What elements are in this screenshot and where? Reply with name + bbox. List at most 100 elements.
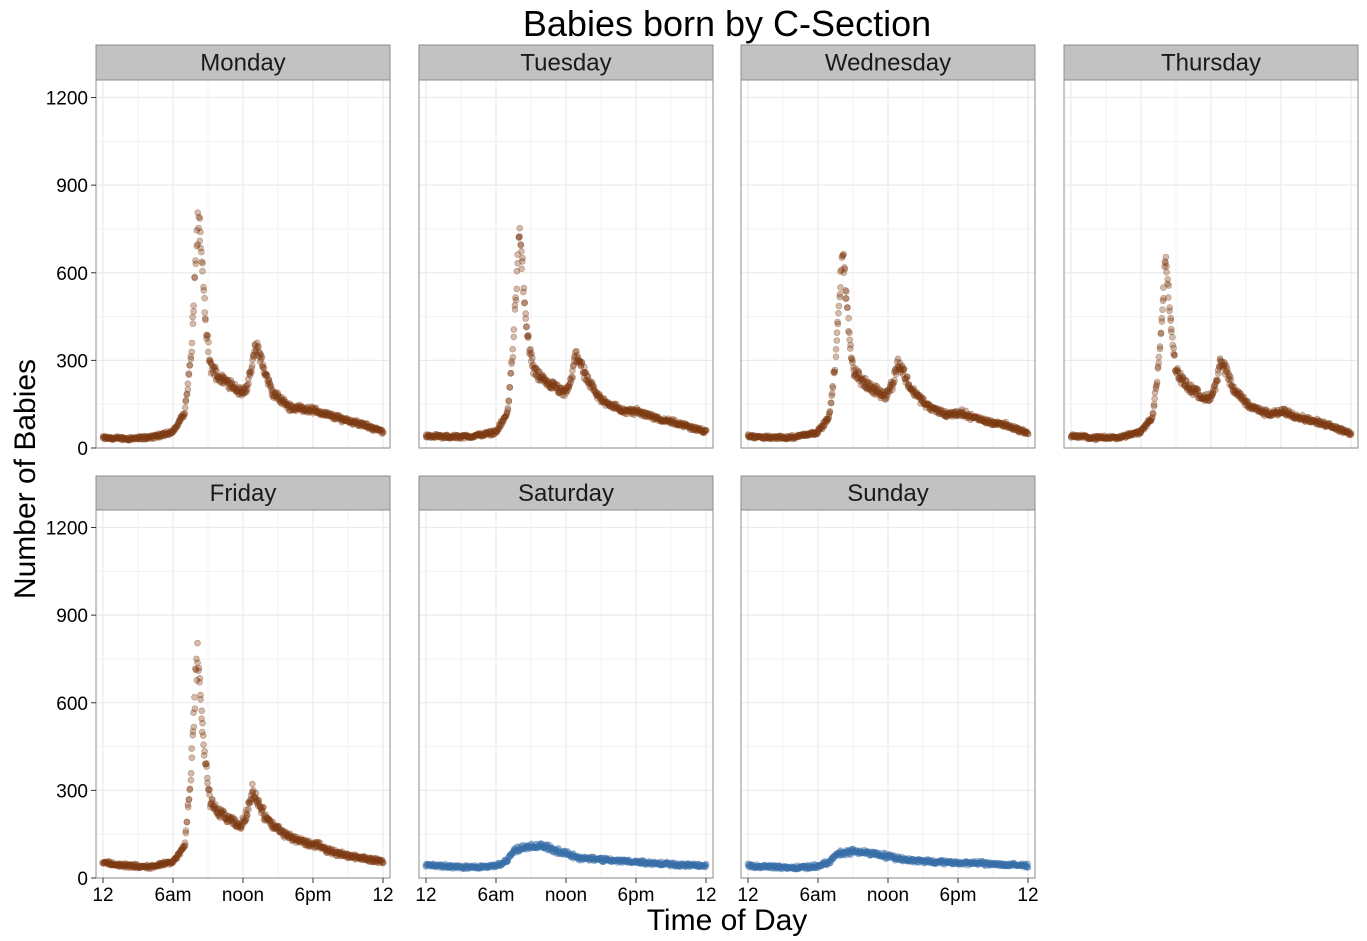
data-point (158, 432, 165, 440)
data-point (289, 406, 297, 414)
data-point (504, 406, 512, 414)
data-point (527, 351, 534, 359)
data-point (242, 388, 249, 395)
data-point (316, 409, 324, 417)
data-point (243, 388, 250, 396)
data-point (532, 370, 540, 378)
data-point (434, 433, 441, 441)
data-point (493, 429, 500, 437)
data-point (106, 434, 114, 442)
data-point (577, 362, 585, 370)
data-point (306, 406, 313, 414)
data-point (150, 432, 157, 440)
data-point (321, 408, 328, 416)
data-point (171, 425, 179, 433)
data-point (584, 373, 592, 380)
data-point (303, 405, 310, 413)
data-point (466, 434, 474, 441)
data-point (134, 435, 141, 442)
data-point (364, 420, 371, 428)
data-point (592, 391, 600, 398)
data-point (506, 384, 514, 391)
data-point (265, 376, 273, 383)
data-point (267, 382, 275, 390)
data-point (570, 353, 578, 361)
data-point (246, 372, 254, 379)
data-point (1166, 304, 1173, 311)
data-point (502, 412, 510, 420)
data-point (300, 406, 308, 413)
data-point (219, 379, 226, 387)
data-point (338, 418, 346, 426)
data-point (502, 412, 510, 420)
data-point (124, 436, 132, 444)
data-point (121, 435, 128, 442)
data-point (576, 357, 584, 365)
data-point (549, 378, 556, 385)
data-point (567, 376, 575, 384)
data-point (596, 393, 604, 400)
data-point (120, 434, 127, 442)
data-point (459, 431, 467, 439)
data-point (142, 435, 150, 442)
data-point (243, 386, 251, 393)
data-point (486, 427, 493, 435)
data-point (124, 436, 131, 444)
data-point (477, 432, 484, 440)
data-point (182, 397, 189, 405)
data-point (573, 347, 580, 355)
data-point (291, 406, 299, 413)
data-point (373, 425, 381, 433)
data-point (486, 428, 493, 435)
data-point (214, 373, 222, 381)
data-point (468, 433, 476, 441)
y-tick-label: 0 (77, 869, 88, 890)
data-point (519, 288, 527, 296)
data-point (162, 431, 169, 438)
data-point (170, 427, 177, 435)
data-point (227, 376, 235, 384)
data-point (557, 384, 565, 392)
data-point (102, 433, 109, 440)
data-point (482, 428, 489, 436)
data-point (220, 379, 227, 387)
data-point (268, 387, 275, 395)
data-point (448, 433, 456, 441)
data-point (185, 370, 192, 377)
data-point (339, 417, 347, 425)
data-point (210, 364, 218, 372)
data-point (552, 384, 559, 392)
data-point (1165, 282, 1172, 289)
data-point (266, 381, 274, 388)
data-point (171, 424, 178, 431)
facet-strip-label: Wednesday (825, 50, 951, 77)
data-point (195, 224, 202, 232)
data-point (165, 429, 172, 437)
data-point (552, 384, 560, 392)
data-point (558, 384, 565, 392)
data-point (248, 368, 255, 376)
data-point (505, 397, 513, 405)
data-point (474, 431, 482, 439)
data-point (454, 434, 462, 442)
data-point (147, 435, 155, 442)
data-point (374, 426, 382, 434)
data-point (505, 397, 513, 405)
data-point (445, 434, 453, 442)
data-point (195, 667, 202, 675)
data-point (181, 842, 189, 849)
data-point (510, 333, 518, 341)
data-point (272, 390, 279, 398)
data-point (136, 433, 144, 441)
data-point (517, 241, 525, 248)
data-point (242, 385, 249, 393)
data-point (518, 248, 525, 255)
data-point (581, 369, 589, 376)
data-point (512, 294, 519, 301)
data-point (366, 423, 373, 431)
data-point (282, 400, 289, 408)
data-point (826, 408, 834, 416)
data-point (136, 433, 144, 440)
data-point (493, 427, 500, 435)
data-point (564, 383, 572, 391)
